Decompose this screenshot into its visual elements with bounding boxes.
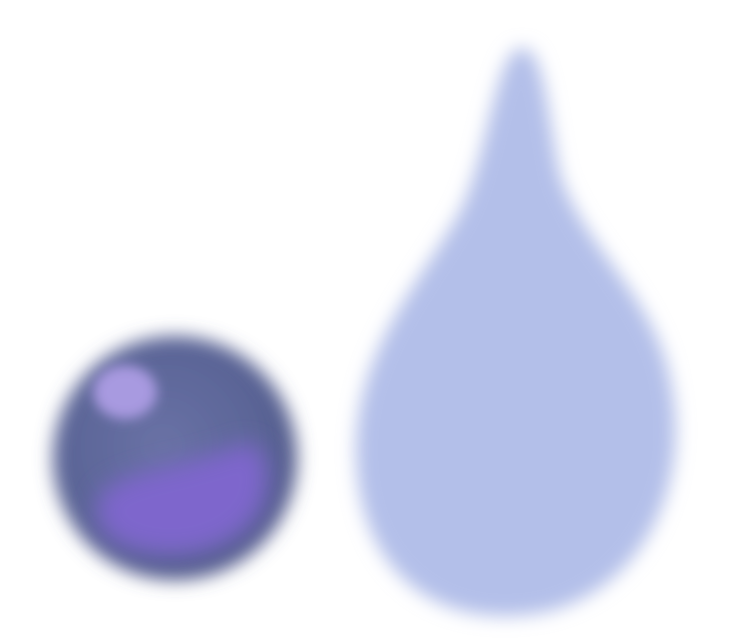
purple-orb-icon (53, 336, 297, 580)
water-drop-icon (356, 48, 676, 616)
